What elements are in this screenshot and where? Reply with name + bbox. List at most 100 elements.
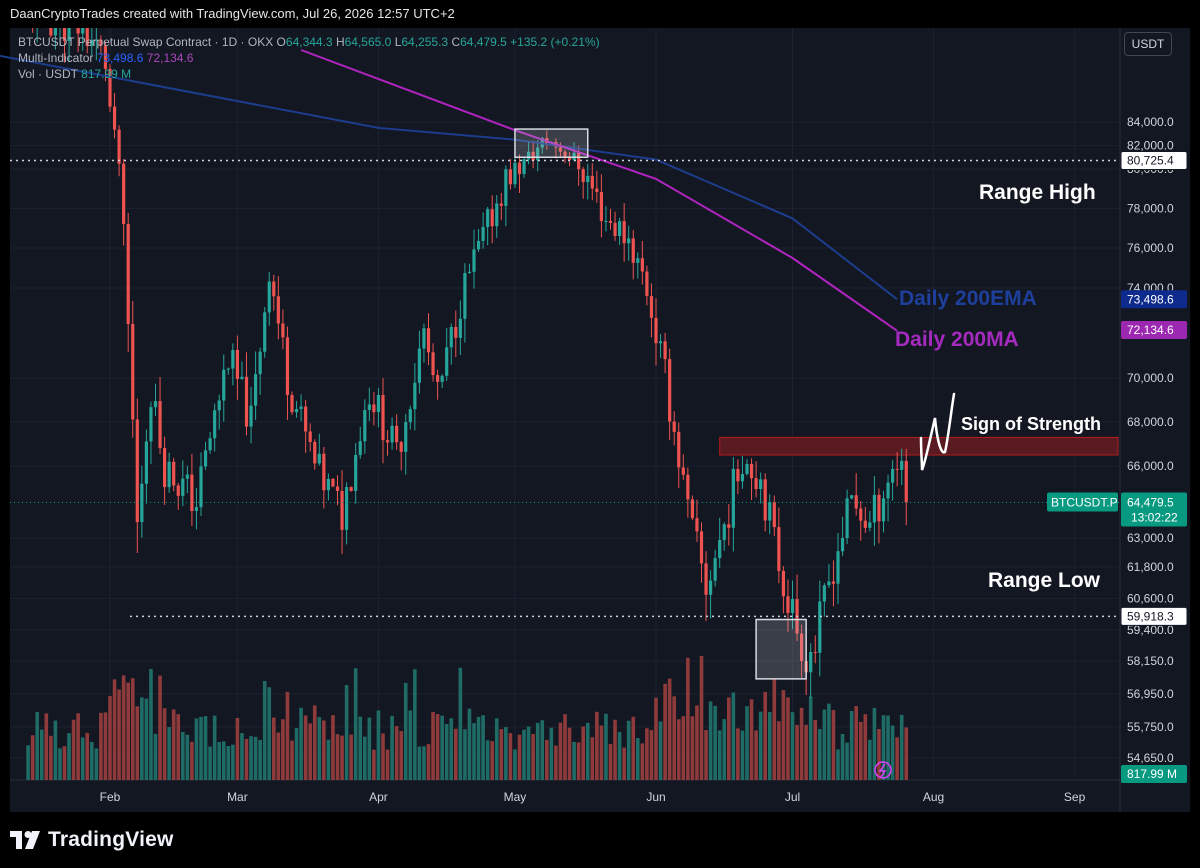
candle-body bbox=[604, 220, 608, 222]
candle-body bbox=[340, 490, 344, 530]
tradingview-logo[interactable]: TradingView bbox=[10, 826, 174, 854]
volume-bar bbox=[822, 709, 827, 780]
legend-low: 64,255.3 bbox=[401, 35, 449, 49]
annotation-range-high: Range High bbox=[979, 181, 1096, 204]
candle-body bbox=[458, 318, 462, 338]
volume-bar bbox=[686, 657, 690, 780]
candle-body bbox=[822, 585, 826, 602]
candle-body bbox=[358, 441, 362, 455]
volume-bar bbox=[413, 669, 417, 780]
candle-body bbox=[249, 405, 253, 427]
candle-body bbox=[486, 209, 490, 227]
volume-bar bbox=[617, 731, 622, 780]
candle-body bbox=[772, 502, 776, 528]
candle-body bbox=[836, 551, 840, 584]
candle-body bbox=[331, 478, 335, 487]
candle-body bbox=[440, 375, 444, 382]
candle-body bbox=[153, 401, 158, 408]
candle-body bbox=[463, 273, 467, 319]
legend-indicator-row[interactable]: Multi-Indicator 73,498.6 72,134.6 bbox=[18, 50, 600, 66]
volume-bar bbox=[335, 734, 340, 780]
candle-body bbox=[558, 147, 563, 152]
volume-bar bbox=[613, 719, 617, 780]
price-tick-label: 55,750.0 bbox=[1127, 720, 1174, 734]
volume-bar bbox=[781, 690, 786, 780]
volume-bar bbox=[786, 697, 790, 780]
candle-body bbox=[745, 463, 749, 474]
price-tick-label: 60,600.0 bbox=[1127, 592, 1174, 606]
volume-bar bbox=[795, 724, 799, 780]
time-tick-label: Sep bbox=[1064, 790, 1086, 804]
volume-bar bbox=[485, 740, 490, 780]
candle-body bbox=[436, 375, 440, 382]
volume-bar bbox=[799, 707, 804, 780]
candle-body bbox=[622, 221, 626, 244]
candle-body bbox=[749, 463, 754, 479]
volume-bar bbox=[808, 696, 813, 780]
candle-body bbox=[740, 473, 745, 482]
candle-body bbox=[522, 159, 526, 175]
candle-body bbox=[831, 581, 836, 584]
volume-bar bbox=[554, 745, 558, 780]
volume-bar bbox=[49, 735, 53, 780]
candle-body bbox=[672, 421, 676, 432]
candle-body bbox=[67, 28, 71, 41]
candle-body bbox=[681, 467, 685, 475]
candle-body bbox=[267, 281, 271, 313]
candle-body bbox=[185, 474, 189, 479]
volume-bar bbox=[504, 727, 508, 780]
volume-bar bbox=[190, 741, 194, 780]
volume-bar bbox=[558, 722, 563, 780]
volume-bar bbox=[299, 707, 303, 780]
time-axis[interactable] bbox=[10, 780, 1120, 812]
volume-bar bbox=[381, 733, 385, 780]
volume-bar bbox=[604, 713, 608, 780]
volume-bar bbox=[631, 716, 636, 780]
candle-body bbox=[654, 317, 658, 344]
volume-bar bbox=[217, 742, 221, 780]
currency-unit-button[interactable]: USDT bbox=[1124, 32, 1172, 56]
candle-body bbox=[385, 440, 390, 443]
volume-bar bbox=[235, 717, 240, 780]
volume-bar bbox=[881, 715, 886, 780]
price-tag bbox=[1121, 320, 1187, 339]
legend-indicator-ema: 73,498.6 bbox=[96, 51, 144, 65]
volume-bar bbox=[121, 675, 126, 780]
volume-bar bbox=[531, 734, 535, 780]
annotation-200ma: Daily 200MA bbox=[895, 328, 1019, 351]
volume-bar bbox=[303, 715, 308, 780]
volume-bar bbox=[103, 712, 108, 780]
volume-bar bbox=[863, 714, 868, 780]
volume-bar bbox=[472, 723, 476, 780]
tradingview-wordmark: TradingView bbox=[48, 828, 174, 851]
alert-bolt-icon bbox=[878, 763, 887, 778]
volume-bar bbox=[185, 734, 190, 780]
volume-bar bbox=[203, 716, 208, 780]
volume-bar bbox=[80, 737, 85, 780]
candle-body bbox=[317, 453, 321, 464]
volume-bar bbox=[767, 711, 772, 780]
candle-body bbox=[254, 374, 258, 406]
candle-body bbox=[181, 478, 185, 496]
candle-body bbox=[790, 599, 795, 614]
legend-indicator-ma: 72,134.6 bbox=[146, 51, 194, 65]
volume-bar bbox=[481, 715, 485, 780]
price-tick-label: 54,650.0 bbox=[1127, 751, 1174, 765]
price-chart[interactable]: 84,000.082,000.080,000.078,000.076,000.0… bbox=[0, 28, 1200, 812]
publish-caption-bar: DaanCryptoTrades created with TradingVie… bbox=[0, 0, 1200, 28]
volume-bar bbox=[663, 683, 667, 780]
volume-bar bbox=[545, 739, 549, 780]
volume-bar bbox=[281, 719, 285, 780]
volume-bar bbox=[35, 712, 39, 780]
price-tag-label: 80,725.4 bbox=[1127, 153, 1174, 167]
candle-body bbox=[263, 312, 267, 352]
legend-symbol-row[interactable]: BTCUSDT Perpetual Swap Contract · 1D · O… bbox=[18, 34, 600, 50]
candle-body bbox=[818, 601, 822, 653]
volume-bar bbox=[426, 744, 431, 780]
candle-body bbox=[158, 401, 162, 449]
candle-body bbox=[117, 129, 121, 164]
legend-volume-row[interactable]: Vol · USDT 817.99 M bbox=[18, 66, 600, 82]
candle-body bbox=[677, 431, 681, 468]
volume-bar bbox=[417, 746, 422, 780]
candle-body bbox=[731, 468, 735, 528]
